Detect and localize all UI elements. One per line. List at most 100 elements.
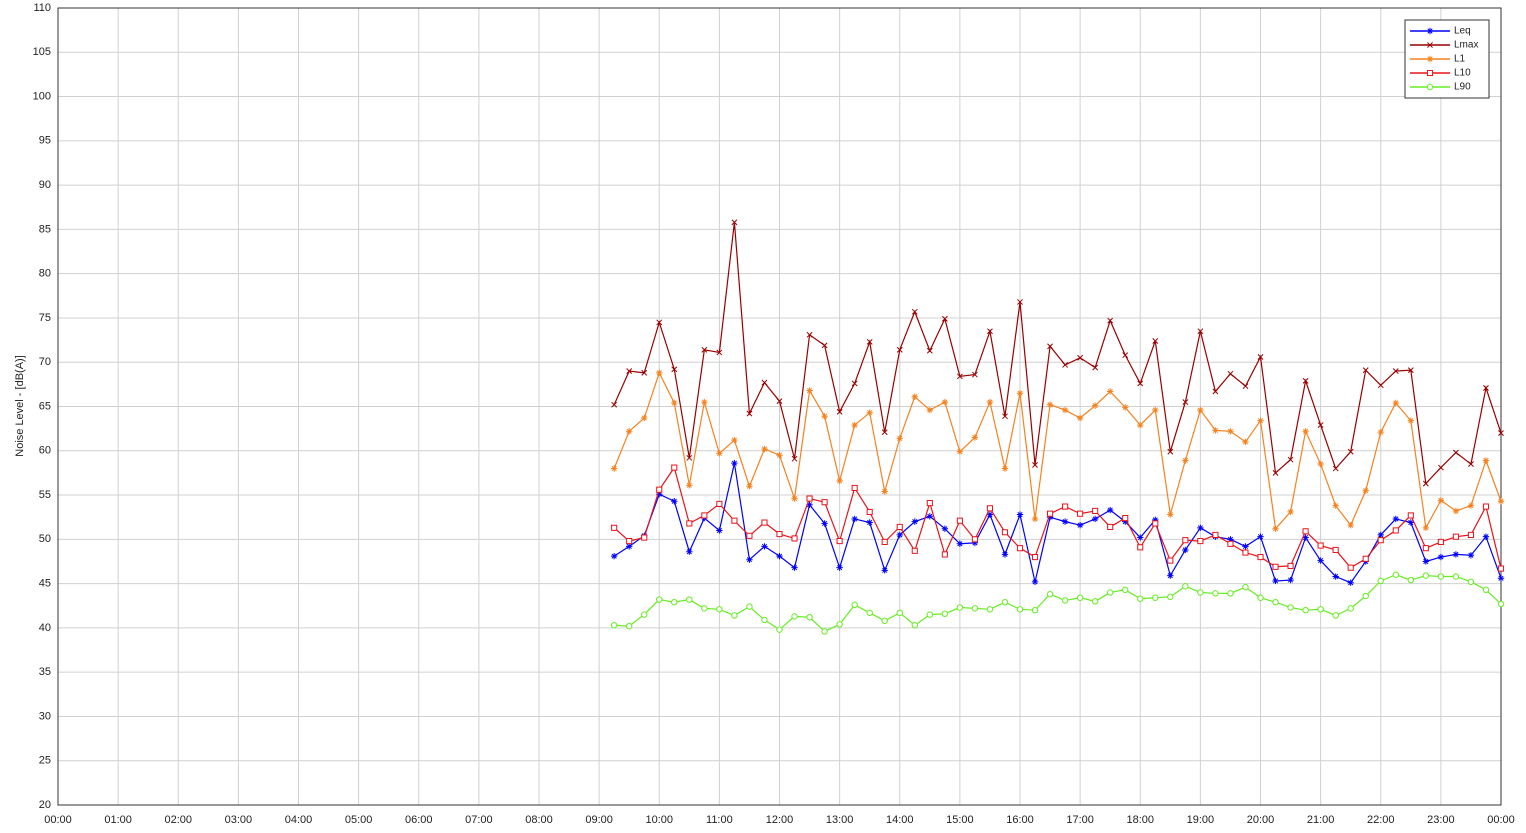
data-point <box>1377 577 1384 585</box>
data-point <box>761 543 768 550</box>
data-point <box>926 513 934 520</box>
data-point <box>1152 516 1159 524</box>
data-point <box>611 401 618 408</box>
data-point <box>971 605 979 612</box>
data-point <box>1212 590 1219 597</box>
data-point <box>1242 584 1249 591</box>
data-point <box>986 606 994 613</box>
data-point <box>1031 607 1039 614</box>
data-point <box>656 596 663 603</box>
data-point <box>1392 399 1399 407</box>
data-point <box>1167 511 1174 518</box>
data-point <box>701 346 708 353</box>
data-point <box>1317 460 1324 468</box>
legend-label: L10 <box>1454 68 1471 79</box>
data-point <box>896 346 903 353</box>
data-point <box>986 505 993 512</box>
data-point <box>1167 557 1174 564</box>
data-point <box>1001 465 1009 472</box>
data-point <box>1046 401 1054 408</box>
data-point <box>731 612 738 619</box>
data-point <box>1392 527 1399 534</box>
data-point <box>1422 480 1429 487</box>
data-point <box>956 373 963 380</box>
data-point <box>881 617 888 624</box>
data-point <box>1332 502 1339 509</box>
data-point <box>1212 531 1219 538</box>
data-point <box>1347 448 1354 455</box>
plot-frame <box>57 7 1502 806</box>
data-point <box>1467 531 1474 538</box>
data-point <box>746 483 753 490</box>
data-point <box>641 369 648 376</box>
legend-marker <box>1426 27 1434 35</box>
data-point <box>1257 417 1264 424</box>
data-point <box>610 465 618 472</box>
data-point <box>656 490 663 498</box>
data-point <box>1182 546 1189 554</box>
x-tick-label: 17:00 <box>1066 814 1094 826</box>
data-point <box>851 515 858 523</box>
data-point <box>1317 606 1324 613</box>
data-point <box>761 616 768 624</box>
data-point <box>941 610 949 617</box>
data-point <box>761 445 768 453</box>
data-point <box>881 429 888 436</box>
data-point <box>1332 573 1339 580</box>
data-point <box>926 611 934 618</box>
data-point <box>1407 417 1415 424</box>
legend-label: Leq <box>1454 26 1471 37</box>
data-point <box>1016 390 1024 397</box>
data-point <box>656 369 663 377</box>
data-point <box>1122 515 1129 522</box>
data-point <box>836 621 843 628</box>
data-point <box>686 548 693 555</box>
data-point <box>776 452 783 459</box>
data-point <box>626 538 633 545</box>
data-point <box>971 434 979 441</box>
data-point <box>1046 513 1054 521</box>
legend-marker <box>1427 42 1433 48</box>
data-point <box>851 601 858 609</box>
data-point <box>1242 383 1249 390</box>
data-point <box>1332 465 1339 472</box>
data-point <box>776 552 783 560</box>
data-point <box>701 605 708 612</box>
x-tick-label: 07:00 <box>465 814 493 826</box>
data-point <box>987 328 993 335</box>
data-point <box>776 530 783 538</box>
data-point <box>1121 586 1129 593</box>
data-point <box>1032 462 1038 468</box>
data-point <box>1077 354 1084 361</box>
data-point <box>1046 591 1054 598</box>
data-point <box>776 398 783 405</box>
data-point <box>956 517 963 524</box>
data-point <box>1497 498 1505 505</box>
data-point <box>1257 353 1264 360</box>
data-point <box>1422 545 1429 552</box>
data-point <box>1347 521 1354 529</box>
y-tick-label: 55 <box>39 489 51 501</box>
data-point <box>1452 573 1460 580</box>
data-point <box>1497 565 1505 572</box>
data-point <box>1227 536 1234 543</box>
data-point <box>1001 529 1009 536</box>
data-point <box>1242 438 1249 446</box>
data-point <box>1302 377 1309 384</box>
data-point <box>625 428 633 435</box>
data-point <box>671 498 678 505</box>
x-tick-label: 10:00 <box>645 814 673 826</box>
data-point <box>896 531 903 539</box>
data-point <box>731 459 738 467</box>
data-point <box>1061 597 1069 604</box>
data-point <box>1047 510 1054 517</box>
data-point <box>1137 534 1144 541</box>
data-point <box>1482 586 1490 593</box>
data-point <box>1076 414 1084 422</box>
data-point <box>896 609 903 616</box>
data-point <box>1362 367 1369 374</box>
data-point <box>1407 576 1415 584</box>
data-point <box>640 611 648 618</box>
y-tick-label: 35 <box>39 666 51 678</box>
data-point <box>1498 430 1504 436</box>
